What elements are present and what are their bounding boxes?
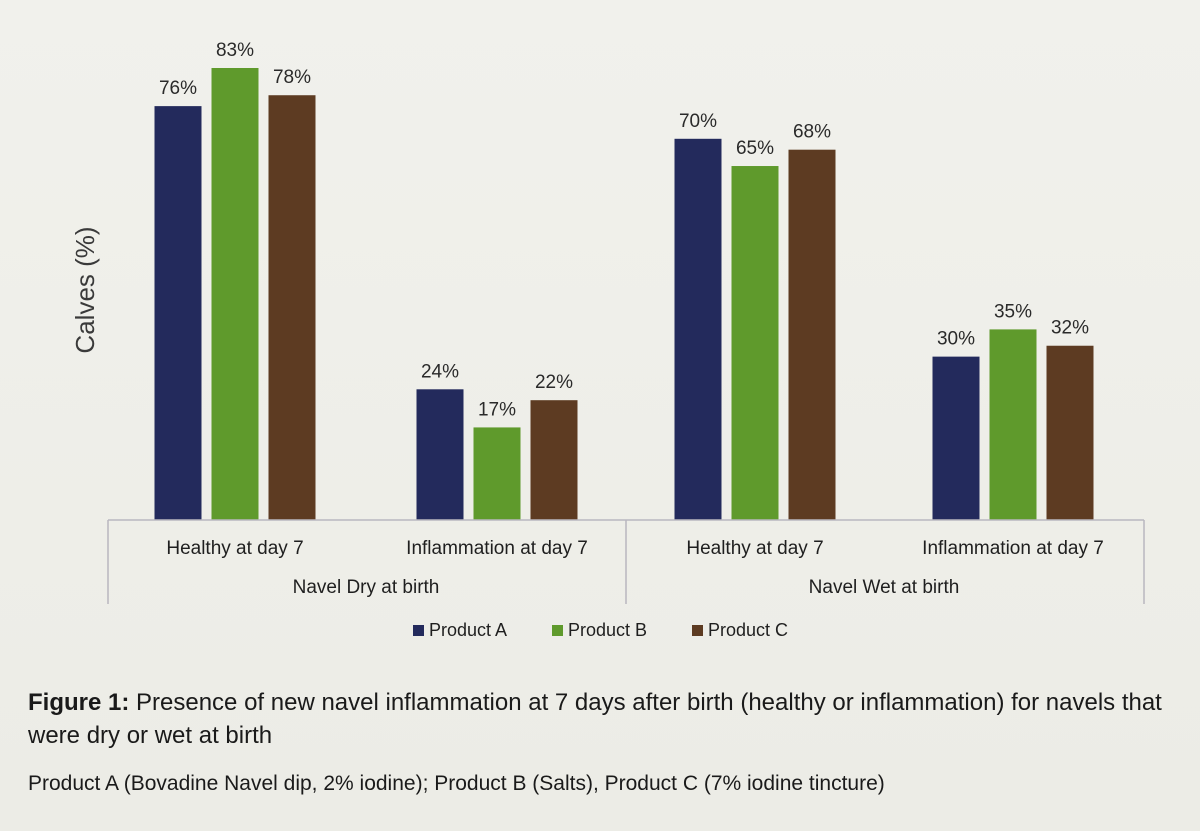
data-label: 30% — [937, 329, 975, 350]
category-label: Healthy at day 7 — [166, 538, 303, 559]
figure-caption: Figure 1: Presence of new navel inflamma… — [28, 686, 1178, 752]
bar-product-b-g1-c1 — [989, 329, 1037, 520]
legend-label: Product B — [568, 620, 647, 640]
category-label: Healthy at day 7 — [686, 538, 823, 559]
bar-product-a-g1-c1 — [932, 356, 980, 520]
data-label: 70% — [679, 111, 717, 132]
products-note: Product A (Bovadine Navel dip, 2% iodine… — [28, 772, 885, 795]
data-label: 17% — [478, 399, 516, 420]
legend-label: Product C — [708, 620, 788, 640]
legend-label: Product A — [429, 620, 507, 640]
bar-product-c-g0-c1 — [530, 400, 578, 520]
bar-product-a-g0-c1 — [416, 389, 464, 520]
data-label: 65% — [736, 138, 774, 159]
bar-product-b-g0-c1 — [473, 427, 521, 520]
category-label: Inflammation at day 7 — [406, 538, 588, 559]
data-label: 35% — [994, 301, 1032, 322]
data-label: 76% — [159, 78, 197, 99]
data-label: 32% — [1051, 318, 1089, 339]
figure-text: Presence of new navel inflammation at 7 … — [28, 689, 1162, 749]
legend-swatch-product-c — [692, 625, 703, 636]
bar-product-c-g1-c1 — [1046, 345, 1094, 520]
bar-product-c-g1-c0 — [788, 149, 836, 520]
group-label: Navel Wet at birth — [809, 577, 960, 598]
bar-product-a-g1-c0 — [674, 138, 722, 521]
bar-product-b-g1-c0 — [731, 166, 779, 520]
legend-swatch-product-b — [552, 625, 563, 636]
bar-product-c-g0-c0 — [268, 95, 316, 520]
legend-swatch-product-a — [413, 625, 424, 636]
y-axis-label: Calves (%) — [70, 226, 100, 353]
figure-label: Figure 1: — [28, 689, 130, 716]
data-label: 24% — [421, 361, 459, 382]
bar-product-a-g0-c0 — [154, 106, 202, 520]
bar-chart: Calves (%) 76% 83% 78% Healthy at day 7 24% 17… — [70, 40, 1145, 640]
bar-product-b-g0-c0 — [211, 68, 259, 520]
data-label: 83% — [216, 40, 254, 61]
data-label: 22% — [535, 372, 573, 393]
category-label: Inflammation at day 7 — [922, 538, 1104, 559]
data-label: 68% — [793, 122, 831, 143]
data-label: 78% — [273, 67, 311, 88]
group-label: Navel Dry at birth — [293, 577, 440, 598]
